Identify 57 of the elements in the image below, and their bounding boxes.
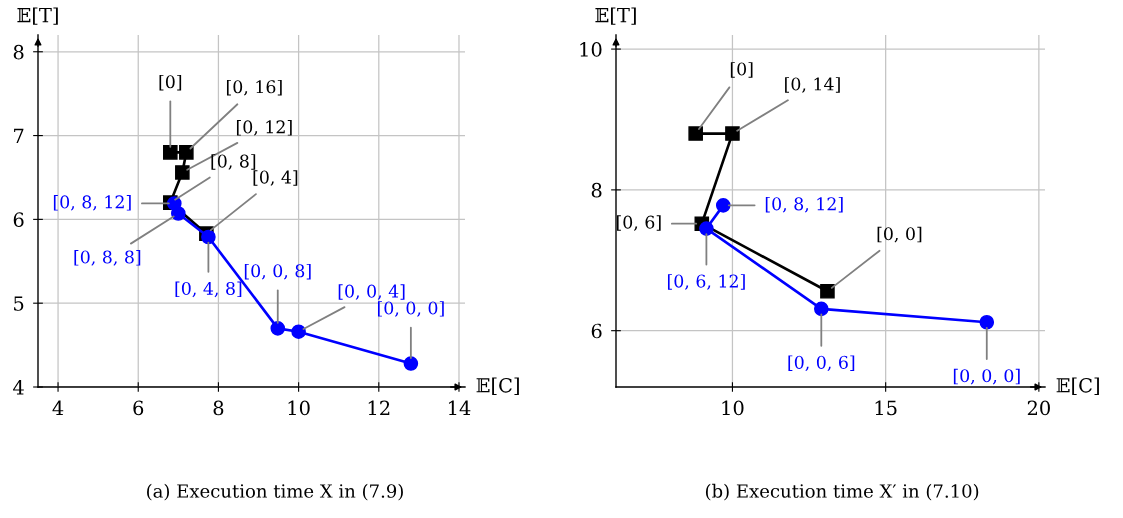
point bbox=[270, 321, 286, 336]
x-tick-label: 8 bbox=[213, 400, 224, 416]
point bbox=[715, 198, 731, 213]
y-tick-label: 8 bbox=[13, 44, 24, 60]
y-tick-label: 6 bbox=[591, 323, 602, 339]
annotation: [0, 12] bbox=[236, 120, 292, 136]
x-tick-label: 15 bbox=[875, 400, 897, 416]
y-tick-label: 5 bbox=[14, 296, 24, 311]
annotation: [0, 0, 6] bbox=[788, 355, 855, 372]
y-tick-label: 10 bbox=[580, 42, 602, 57]
y-axis-title: 𝔼[T] bbox=[17, 7, 58, 25]
point bbox=[403, 356, 419, 371]
point bbox=[820, 283, 835, 299]
annotation: [0, 0] bbox=[877, 226, 922, 243]
point bbox=[163, 145, 178, 160]
x-tick-label: 10 bbox=[288, 400, 310, 416]
x-axis-title: 𝔼[C] bbox=[1056, 377, 1099, 395]
point bbox=[699, 221, 714, 236]
x-tick-label: 14 bbox=[448, 400, 471, 415]
x-tick-label: 12 bbox=[368, 400, 390, 415]
annotation: [0, 6] bbox=[616, 215, 661, 231]
annotation: [0, 0, 0] bbox=[377, 301, 444, 317]
text: (a) Execution time X in (7.9) bbox=[147, 483, 403, 501]
annotation: [0, 8, 8] bbox=[74, 250, 141, 266]
annotation: [0, 8, 12] bbox=[765, 196, 843, 213]
x-axis-title: 𝔼[C] bbox=[476, 377, 519, 395]
point bbox=[725, 126, 740, 141]
annotation: [0] bbox=[159, 74, 182, 91]
y-tick-label: 6 bbox=[13, 212, 24, 228]
annotation: [0, 16] bbox=[226, 79, 282, 96]
point bbox=[175, 165, 190, 180]
point bbox=[979, 314, 995, 330]
annotation: [0, 14] bbox=[785, 77, 840, 93]
x-tick-label: 10 bbox=[722, 400, 744, 416]
text: (b) Execution time X′ in (7.10) bbox=[705, 483, 979, 501]
annotation: [0, 0, 4] bbox=[338, 284, 405, 300]
point bbox=[171, 206, 186, 221]
annotation: [0, 4] bbox=[253, 170, 298, 186]
point bbox=[201, 229, 216, 245]
point bbox=[179, 145, 194, 160]
annotation: [0, 4, 8] bbox=[175, 281, 242, 298]
annotation: [0, 6, 12] bbox=[667, 274, 745, 290]
y-tick-label: 4 bbox=[13, 379, 24, 395]
point bbox=[688, 126, 703, 141]
x-tick-label: 6 bbox=[133, 400, 144, 416]
point bbox=[814, 301, 829, 317]
x-tick-label: 20 bbox=[1027, 400, 1050, 416]
y-tick-label: 8 bbox=[591, 182, 602, 198]
point bbox=[291, 324, 306, 339]
annotation: [0, 0, 0] bbox=[953, 368, 1020, 385]
y-tick-label: 7 bbox=[14, 128, 24, 143]
annotation: [0, 8] bbox=[211, 154, 256, 170]
annotation: [0] bbox=[730, 62, 753, 78]
annotation: [0, 0, 8] bbox=[244, 263, 311, 280]
y-axis-title: 𝔼[T] bbox=[595, 7, 636, 25]
x-tick-label: 4 bbox=[52, 400, 64, 415]
annotation: [0, 8, 12] bbox=[53, 195, 131, 211]
